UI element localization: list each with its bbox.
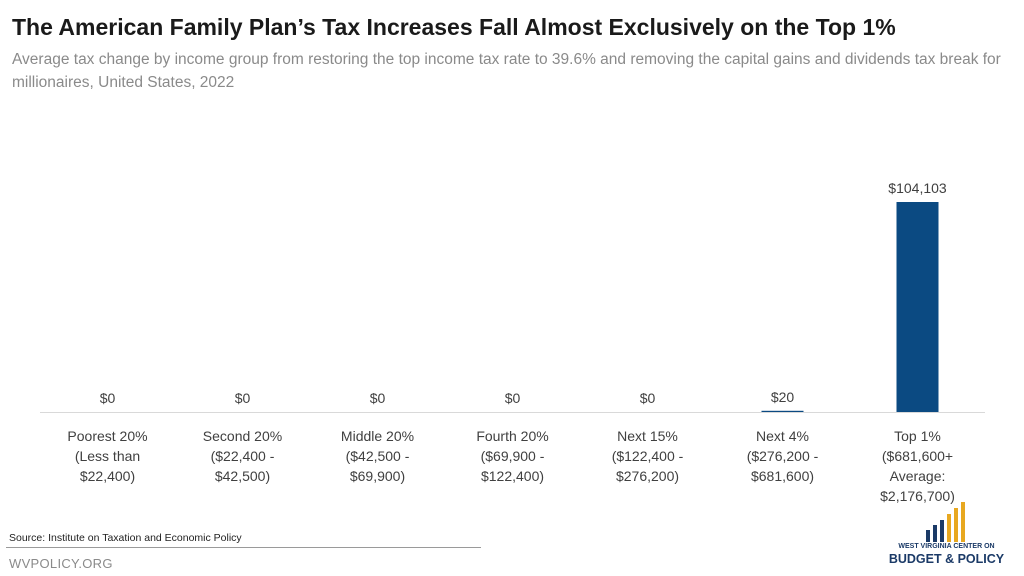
bar — [761, 410, 804, 412]
data-label: $0 — [370, 390, 386, 406]
data-label: $0 — [640, 390, 656, 406]
bar-logo-icon — [926, 502, 965, 542]
logo-text-bottom: BUDGET & POLICY — [888, 552, 1005, 566]
category-label: ($122,400 - — [612, 448, 684, 464]
chart-subtitle: Average tax change by income group from … — [12, 51, 1001, 91]
category-label: (Less than — [75, 448, 140, 464]
logo-text-top: WEST VIRGINIA CENTER ON — [898, 543, 995, 550]
category-label: Middle 20% — [341, 428, 414, 444]
bar — [896, 202, 939, 412]
category-label: ($276,200 - — [747, 448, 819, 464]
category-label: Average: — [890, 468, 946, 484]
wvcbp-logo: WEST VIRGINIA CENTER ON BUDGET & POLICY — [884, 500, 1009, 572]
category-label: Top 1% — [894, 428, 941, 444]
source-divider — [6, 547, 481, 548]
category-label: Fourth 20% — [476, 428, 548, 444]
category-label: Next 4% — [756, 428, 809, 444]
category-label: Poorest 20% — [67, 428, 147, 444]
category-label: Second 20% — [203, 428, 282, 444]
data-label: $0 — [235, 390, 251, 406]
data-label: $0 — [100, 390, 116, 406]
category-label: $276,200) — [616, 468, 679, 484]
data-label: $0 — [505, 390, 521, 406]
category-label: $42,500) — [215, 468, 270, 484]
category-label: ($22,400 - — [211, 448, 275, 464]
category-label: ($42,500 - — [346, 448, 410, 464]
source-note: Source: Institute on Taxation and Econom… — [9, 532, 242, 544]
category-label: $2,176,700) — [880, 488, 955, 504]
category-label: $22,400) — [80, 468, 135, 484]
category-label: $681,600) — [751, 468, 814, 484]
category-label: Next 15% — [617, 428, 678, 444]
data-label: $104,103 — [888, 180, 947, 196]
category-label: $69,900) — [350, 468, 405, 484]
website-label: WVPOLICY.ORG — [9, 556, 113, 571]
data-label: $20 — [771, 389, 795, 405]
category-label: ($69,900 - — [481, 448, 545, 464]
category-label: ($681,600+ — [882, 448, 953, 464]
category-label: $122,400) — [481, 468, 544, 484]
chart-title: The American Family Plan’s Tax Increases… — [12, 14, 896, 40]
